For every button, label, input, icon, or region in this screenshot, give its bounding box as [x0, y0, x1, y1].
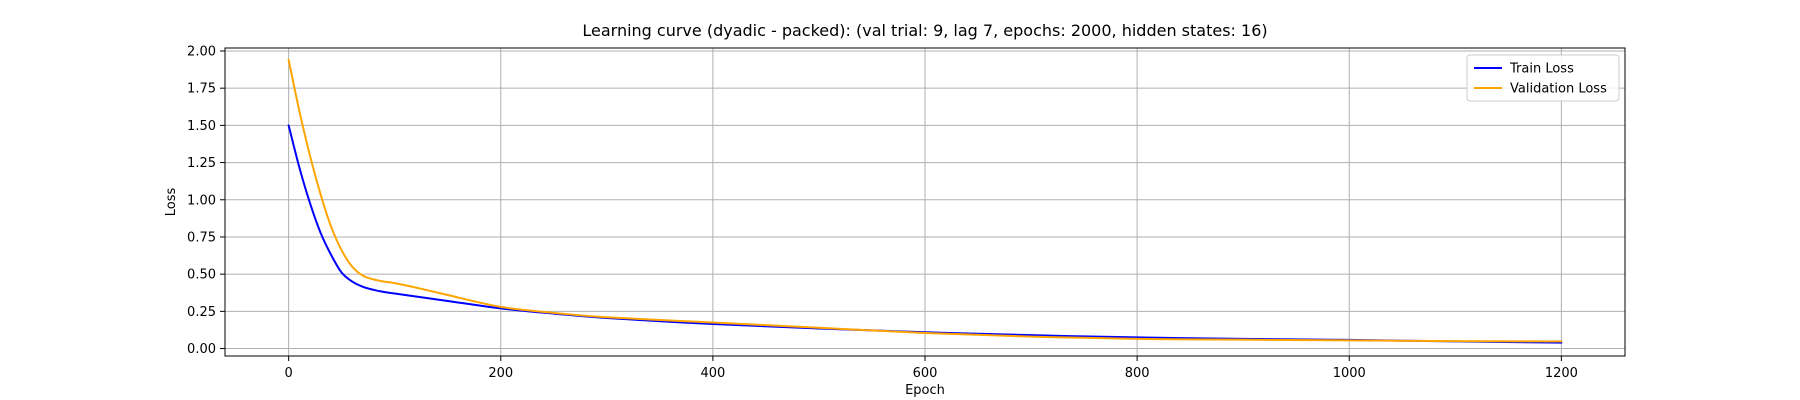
x-tick-label: 600: [913, 366, 938, 381]
validation-loss-line: [287, 58, 1563, 343]
y-tick-label: 0.00: [187, 342, 216, 357]
x-tick-label: 800: [1125, 366, 1150, 381]
x-axis-ticks: 0 200 400 600 800 1000 1200: [284, 356, 1578, 381]
y-tick-label: 1.75: [187, 82, 216, 97]
series-layer: [287, 58, 1563, 344]
legend-label-train-loss: Train Loss: [1509, 62, 1574, 77]
y-tick-label: 0.50: [187, 268, 216, 283]
grid-layer: [225, 48, 1625, 356]
chart-title: Learning curve (dyadic - packed): (val t…: [582, 21, 1267, 40]
y-tick-label: 1.50: [187, 119, 216, 134]
y-tick-label: 0.25: [187, 305, 216, 320]
x-tick-label: 400: [700, 366, 725, 381]
y-tick-label: 2.00: [187, 44, 216, 59]
x-tick-label: 200: [488, 366, 513, 381]
x-tick-label: 1200: [1545, 366, 1578, 381]
legend-box: [1466, 54, 1620, 102]
x-axis-label: Epoch: [905, 383, 945, 398]
y-axis-ticks: 0.00 0.25 0.50 0.75 1.00 1.25 1.50 1.75 2.00: [187, 44, 225, 357]
x-tick-label: 0: [284, 366, 292, 381]
x-tick-label: 1000: [1333, 366, 1366, 381]
y-axis-label: Loss: [164, 188, 179, 217]
legend: Train Loss Validation Loss: [1466, 54, 1620, 102]
y-tick-label: 1.00: [187, 193, 216, 208]
y-tick-label: 0.75: [187, 230, 216, 245]
y-tick-label: 1.25: [187, 156, 216, 171]
legend-label-validation-loss: Validation Loss: [1510, 82, 1607, 97]
